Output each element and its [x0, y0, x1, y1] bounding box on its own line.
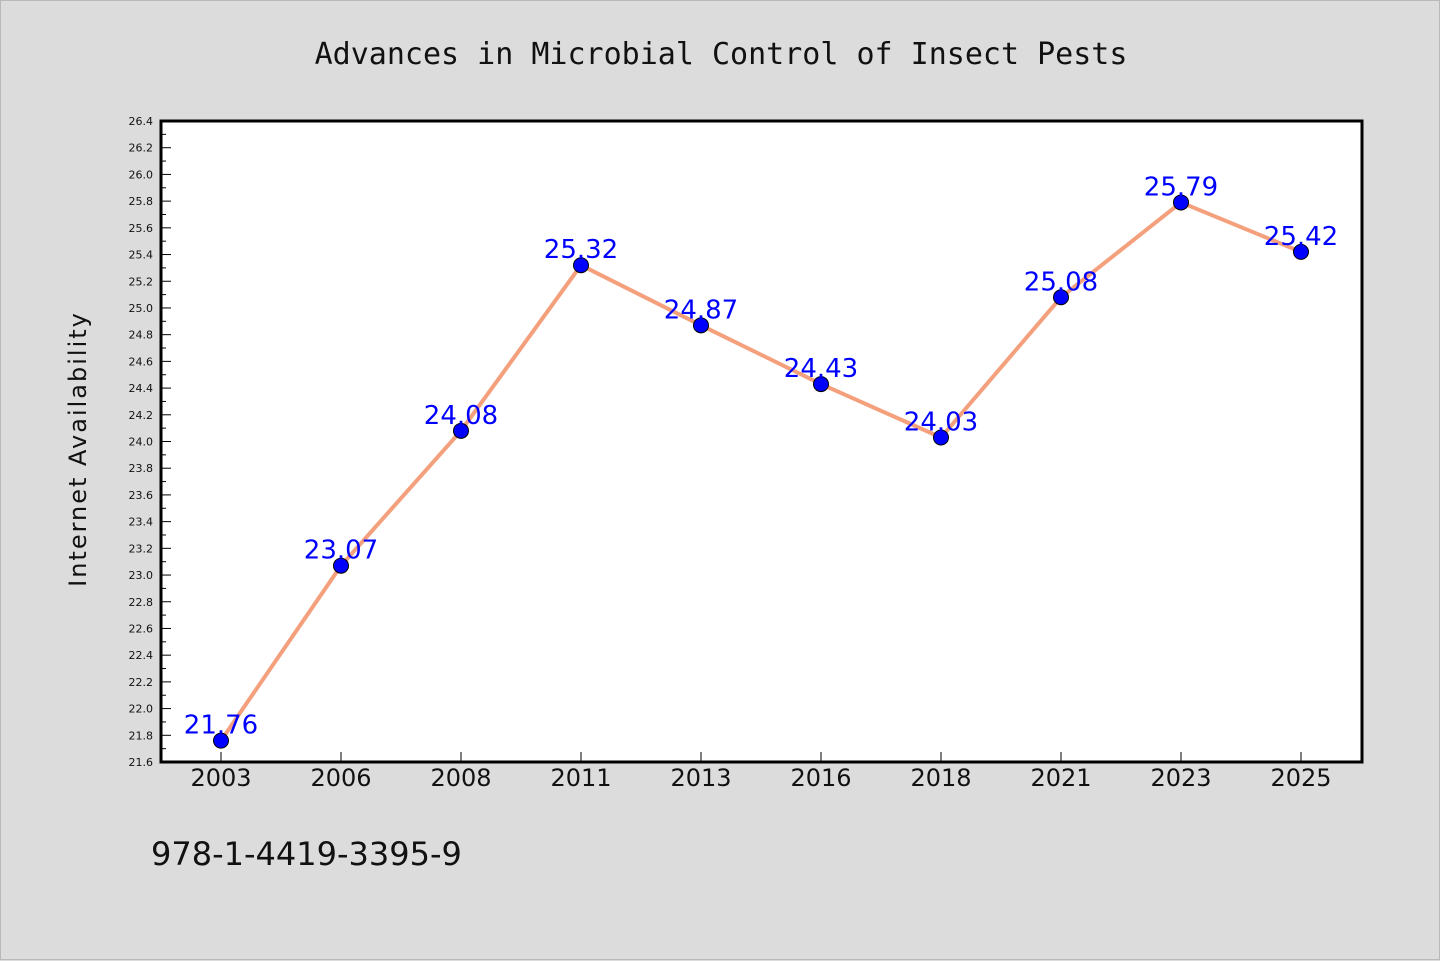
data-point	[1053, 289, 1069, 306]
data-label: 24.03	[904, 407, 978, 437]
x-tick-label: 2008	[430, 764, 491, 792]
data-label: 25.08	[1024, 267, 1098, 297]
data-label: 25.79	[1144, 172, 1218, 202]
y-tick-label: 24.2	[129, 409, 154, 422]
x-tick-label: 2013	[670, 764, 731, 792]
x-tick-label: 2025	[1270, 764, 1331, 792]
y-tick-label: 22.8	[129, 596, 154, 609]
y-tick-label: 25.0	[129, 302, 154, 315]
series-layer: 21.76 23.07 24.08 25.32 24.87 24.43 24.03 25.08…	[184, 172, 1338, 749]
plot-area	[161, 121, 1362, 762]
y-tick-label: 24.0	[129, 436, 154, 449]
data-label: 21.76	[184, 711, 258, 741]
y-tick-label: 23.6	[129, 489, 154, 502]
y-tick-label: 22.4	[129, 649, 154, 662]
data-label: 25.32	[544, 235, 618, 265]
y-tick-label: 23.4	[129, 516, 154, 529]
x-tick-label: 2023	[1150, 764, 1211, 792]
data-label: 24.43	[784, 354, 858, 384]
y-tick-label: 23.2	[129, 542, 154, 555]
y-tick-label: 25.4	[129, 249, 154, 262]
y-tick-label: 23.8	[129, 462, 154, 475]
data-label: 25.42	[1264, 222, 1338, 252]
y-tick-label: 23.0	[129, 569, 154, 582]
data-label: 23.07	[304, 536, 378, 566]
y-tick-label: 25.6	[129, 222, 154, 235]
data-point	[453, 422, 469, 439]
data-point	[1293, 243, 1309, 260]
data-label: 24.87	[664, 295, 738, 325]
data-label: 24.08	[424, 401, 498, 431]
y-tick-label: 21.8	[129, 729, 154, 742]
y-tick-label: 22.2	[129, 676, 154, 689]
data-point	[333, 557, 349, 574]
data-point	[933, 429, 949, 446]
series-line	[219, 200, 1303, 743]
y-tick-label: 24.6	[129, 355, 154, 368]
y-tick-label: 24.4	[129, 382, 154, 395]
y-tick-label: 21.6	[129, 756, 154, 769]
data-point	[573, 257, 589, 274]
x-tick-label: 2021	[1030, 764, 1091, 792]
isbn-text: 978-1-4419-3395-9	[151, 835, 462, 873]
y-tick-label: 26.0	[129, 168, 154, 181]
y-axis-label: Internet Availability	[64, 311, 92, 587]
y-tick-label: 25.8	[129, 195, 154, 208]
data-point	[813, 376, 829, 393]
data-point	[1173, 194, 1189, 211]
axis-ticks: 21.6 21.8 22.0 22.2 22.4 22.6 22.8 23.0 23.2 23.4…	[129, 115, 1332, 792]
y-tick-label: 25.2	[129, 275, 154, 288]
data-point	[213, 732, 229, 749]
chart-title: Advances in Microbial Control of Insect …	[315, 37, 1128, 72]
x-tick-label: 2006	[310, 764, 371, 792]
plot-frame	[159, 119, 1364, 764]
x-tick-label: 2011	[550, 764, 611, 792]
data-point	[693, 317, 709, 334]
y-tick-label: 24.8	[129, 329, 154, 342]
y-tick-label: 26.2	[129, 142, 154, 155]
y-tick-label: 22.0	[129, 703, 154, 716]
x-tick-label: 2016	[790, 764, 851, 792]
x-tick-label: 2018	[910, 764, 971, 792]
y-tick-label: 22.6	[129, 622, 154, 635]
y-tick-label: 26.4	[129, 115, 154, 128]
x-tick-label: 2003	[190, 764, 251, 792]
